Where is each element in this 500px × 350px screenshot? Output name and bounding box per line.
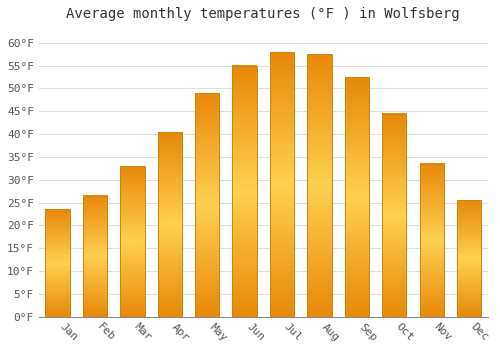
Bar: [120, 166, 144, 317]
Bar: [382, 113, 406, 317]
Bar: [344, 77, 369, 317]
Bar: [420, 164, 444, 317]
Bar: [457, 200, 481, 317]
Bar: [270, 52, 294, 317]
Bar: [46, 209, 70, 317]
Bar: [232, 65, 257, 317]
Bar: [158, 132, 182, 317]
Bar: [195, 93, 220, 317]
Bar: [83, 196, 107, 317]
Title: Average monthly temperatures (°F ) in Wolfsberg: Average monthly temperatures (°F ) in Wo…: [66, 7, 460, 21]
Bar: [308, 54, 332, 317]
